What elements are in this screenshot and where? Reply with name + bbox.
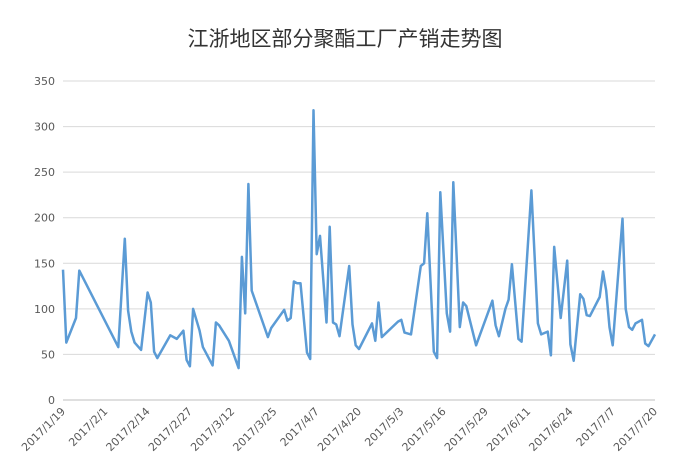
x-tick-label: 2017/2/14: [104, 405, 153, 454]
x-tick-label: 2017/5/16: [400, 405, 449, 454]
x-tick-label: 2017/3/12: [188, 405, 237, 454]
y-tick-label: 250: [34, 166, 55, 179]
x-tick-label: 2017/4/20: [315, 405, 364, 454]
x-tick-label: 2017/6/11: [484, 405, 533, 454]
x-tick-label: 2017/5/3: [362, 405, 406, 449]
y-tick-label: 50: [41, 348, 55, 361]
x-tick-label: 2017/7/20: [611, 405, 660, 454]
y-tick-label: 350: [34, 75, 55, 88]
x-tick-label: 2017/3/25: [230, 405, 279, 454]
x-tick-label: 2017/2/1: [66, 405, 110, 449]
data-line: [61, 108, 657, 370]
x-tick-label: 2017/7/7: [574, 405, 618, 449]
x-tick-label: 2017/4/7: [278, 405, 322, 449]
y-tick-label: 150: [34, 257, 55, 270]
y-tick-label: 0: [48, 394, 55, 407]
y-tick-label: 100: [34, 303, 55, 316]
chart-title: 江浙地区部分聚酯工厂产销走势图: [188, 27, 503, 51]
x-tick-label: 2017/6/24: [526, 405, 575, 454]
x-tick-label: 2017/5/29: [442, 405, 491, 454]
x-tick-label: 2017/2/27: [146, 405, 195, 454]
y-tick-label: 200: [34, 212, 55, 225]
y-tick-label: 300: [34, 121, 55, 134]
x-tick-label: 2017/1/19: [19, 405, 68, 454]
